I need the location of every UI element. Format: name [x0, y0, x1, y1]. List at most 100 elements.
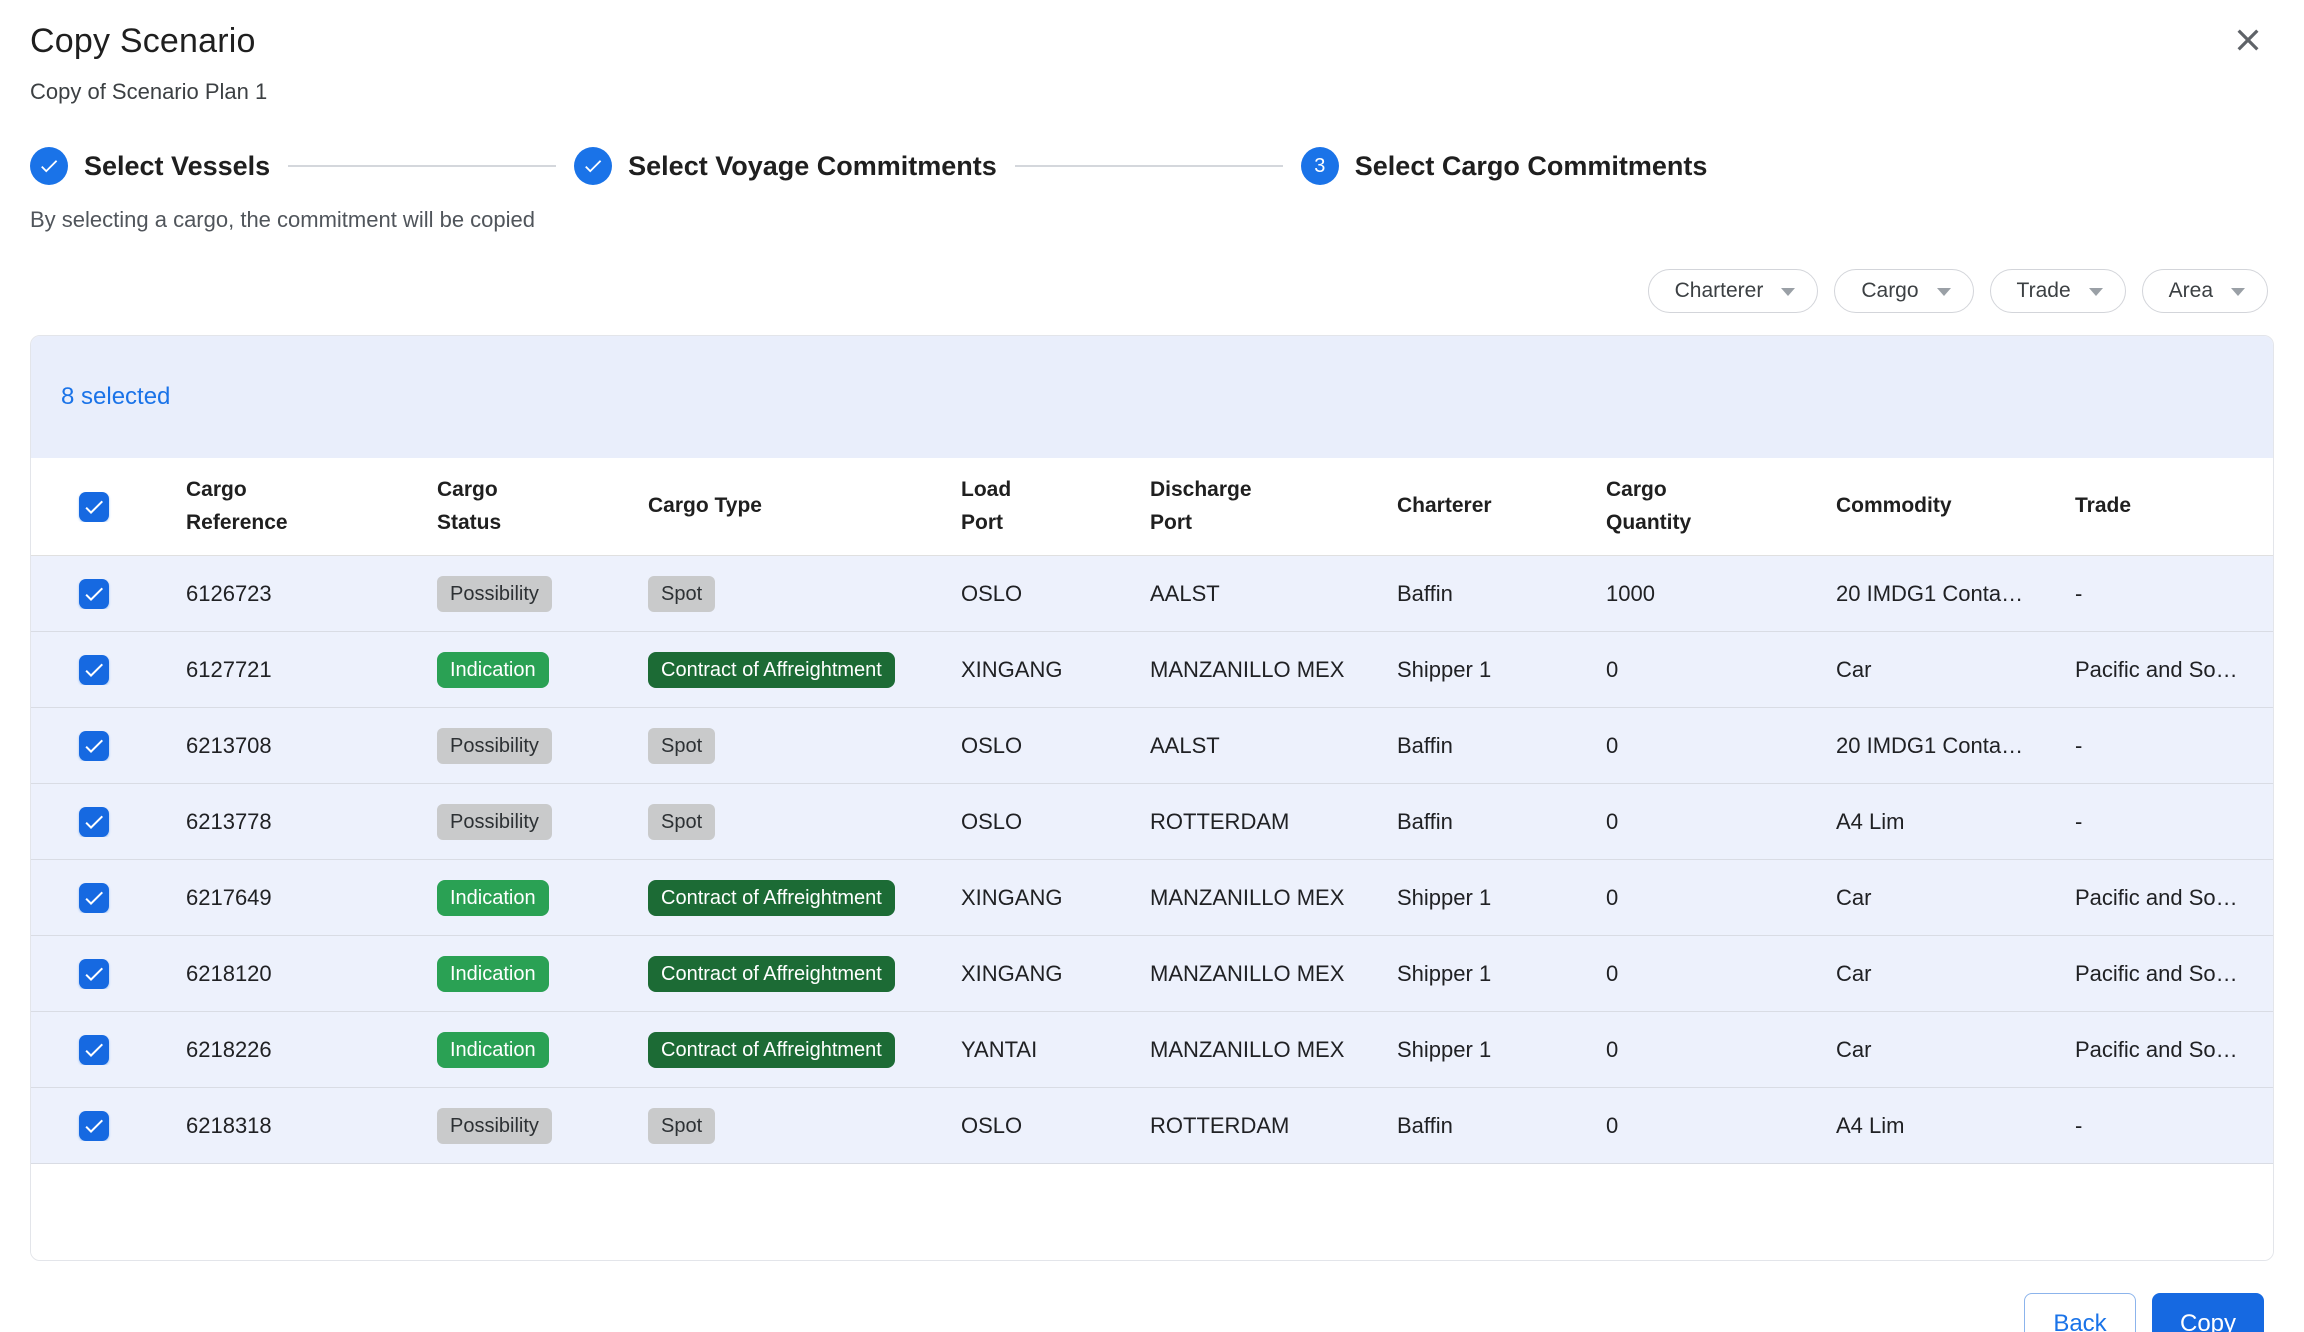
- row-checkbox[interactable]: [78, 958, 109, 989]
- cargo-type-badge: Contract of Affreightment: [648, 955, 895, 992]
- chevron-down-icon: [1781, 288, 1796, 296]
- discharge-port-cell: MANZANILLO MEX: [1150, 960, 1345, 986]
- commodity-cell: A4 Lim: [1836, 1112, 1905, 1138]
- row-checkbox[interactable]: [78, 1110, 109, 1141]
- cargo-reference-cell: 6126723: [186, 580, 272, 606]
- dialog-subtitle: Copy of Scenario Plan 1: [30, 79, 268, 104]
- commodity-cell: Car: [1836, 884, 1872, 910]
- step-select-vessels[interactable]: Select Vessels: [30, 147, 270, 185]
- trade-cell: -: [2075, 732, 2083, 758]
- commodity-cell: 20 IMDG1 Conta…: [1836, 732, 2024, 758]
- charterer-cell: Baffin: [1397, 1112, 1453, 1138]
- checkmark-icon: [84, 891, 103, 905]
- cargo-quantity-cell: 0: [1606, 884, 1619, 910]
- trade-cell: Pacific and So…: [2075, 656, 2238, 682]
- cargo-reference-cell: 6218226: [186, 1036, 272, 1062]
- row-checkbox[interactable]: [78, 882, 109, 913]
- checkmark-icon: [84, 739, 103, 753]
- cargo-type-badge: Contract of Affreightment: [648, 879, 895, 916]
- table-row[interactable]: 6126723 Possibility Spot OSLO AALST Baff…: [31, 556, 2273, 632]
- checkmark-icon: [84, 967, 103, 981]
- checkmark-icon: [84, 500, 103, 514]
- charterer-cell: Shipper 1: [1397, 884, 1492, 910]
- step-select-cargo-commitments[interactable]: 3 Select Cargo Commitments: [1300, 147, 1708, 185]
- table-row[interactable]: 6213778 Possibility Spot OSLO ROTTERDAM …: [31, 784, 2273, 860]
- back-button[interactable]: Back: [2024, 1293, 2136, 1332]
- close-icon: [2237, 29, 2259, 51]
- dialog-footer: Back Copy: [0, 1293, 2304, 1332]
- cargo-status-badge: Indication: [437, 879, 549, 916]
- checkmark-icon: [84, 815, 103, 829]
- filter-label: Charterer: [1674, 279, 1764, 302]
- cargo-status-badge: Possibility: [437, 727, 552, 764]
- cargo-status-badge: Indication: [437, 1031, 549, 1068]
- copy-button[interactable]: Copy: [2152, 1293, 2264, 1332]
- select-all-checkbox[interactable]: [78, 491, 109, 522]
- load-port-cell: XINGANG: [961, 656, 1063, 682]
- charterer-cell: Baffin: [1397, 732, 1453, 758]
- cargo-type-badge: Spot: [648, 803, 716, 840]
- selected-count: 8 selected: [61, 383, 171, 410]
- trade-cell: Pacific and So…: [2075, 960, 2238, 986]
- filter-cargo-dropdown[interactable]: Cargo: [1834, 269, 1974, 313]
- charterer-cell: Shipper 1: [1397, 960, 1492, 986]
- table-row[interactable]: 6213708 Possibility Spot OSLO AALST Baff…: [31, 708, 2273, 784]
- table-row[interactable]: 6217649 Indication Contract of Affreight…: [31, 860, 2273, 936]
- trade-cell: -: [2075, 1112, 2083, 1138]
- commodity-cell: 20 IMDG1 Conta…: [1836, 580, 2024, 606]
- cargo-quantity-cell: 0: [1606, 808, 1619, 834]
- table-row[interactable]: 6218120 Indication Contract of Affreight…: [31, 936, 2273, 1012]
- chevron-down-icon: [1936, 288, 1951, 296]
- cargo-type-badge: Spot: [648, 727, 716, 764]
- discharge-port-cell: MANZANILLO MEX: [1150, 656, 1345, 682]
- step-complete-check-icon: [574, 147, 613, 185]
- table-row[interactable]: 6218318 Possibility Spot OSLO ROTTERDAM …: [31, 1088, 2273, 1164]
- commodity-cell: Car: [1836, 656, 1872, 682]
- cargo-quantity-cell: 0: [1606, 656, 1619, 682]
- filter-row: Charterer Cargo Trade Area: [0, 269, 2304, 313]
- filter-area-dropdown[interactable]: Area: [2141, 269, 2268, 313]
- row-checkbox[interactable]: [78, 578, 109, 609]
- cargo-reference-cell: 6127721: [186, 656, 272, 682]
- row-checkbox[interactable]: [78, 1034, 109, 1065]
- row-checkbox[interactable]: [78, 806, 109, 837]
- table-header-row: Cargo Reference Cargo Status Cargo Type …: [31, 458, 2273, 556]
- discharge-port-cell: AALST: [1150, 732, 1220, 758]
- cargo-type-badge: Spot: [648, 575, 716, 612]
- load-port-cell: OSLO: [961, 808, 1023, 834]
- filter-charterer-dropdown[interactable]: Charterer: [1647, 269, 1819, 313]
- step-select-voyage-commitments[interactable]: Select Voyage Commitments: [574, 147, 997, 185]
- filter-trade-dropdown[interactable]: Trade: [1989, 269, 2126, 313]
- discharge-port-cell: MANZANILLO MEX: [1150, 884, 1345, 910]
- column-header-cargo-reference: Cargo Reference: [186, 477, 288, 534]
- column-header-cargo-status: Cargo Status: [437, 477, 502, 534]
- column-header-charterer: Charterer: [1397, 494, 1492, 518]
- discharge-port-cell: MANZANILLO MEX: [1150, 1036, 1345, 1062]
- charterer-cell: Baffin: [1397, 580, 1453, 606]
- table-body: 6126723 Possibility Spot OSLO AALST Baff…: [31, 556, 2273, 1164]
- column-header-load-port: Load Port: [961, 477, 1012, 534]
- filter-label: Area: [2168, 279, 2213, 302]
- page-title: Copy Scenario: [30, 22, 256, 60]
- row-checkbox[interactable]: [78, 730, 109, 761]
- checkmark-icon: [84, 1119, 103, 1133]
- column-header-discharge-port: Discharge Port: [1150, 477, 1252, 534]
- table-row[interactable]: 6218226 Indication Contract of Affreight…: [31, 1012, 2273, 1088]
- checkmark-icon: [84, 663, 103, 677]
- step-label: Select Cargo Commitments: [1354, 150, 1708, 181]
- checkmark-icon: [84, 587, 103, 601]
- selection-bar: 8 selected: [31, 336, 2273, 458]
- cargo-status-badge: Possibility: [437, 575, 552, 612]
- table-empty-area: [31, 1164, 2273, 1260]
- discharge-port-cell: ROTTERDAM: [1150, 808, 1290, 834]
- row-checkbox[interactable]: [78, 654, 109, 685]
- filter-label: Trade: [2016, 279, 2071, 302]
- trade-cell: -: [2075, 808, 2083, 834]
- column-header-commodity: Commodity: [1836, 494, 1952, 518]
- cargo-type-badge: Spot: [648, 1107, 716, 1144]
- step-number-badge: 3: [1300, 147, 1339, 185]
- table-row[interactable]: 6127721 Indication Contract of Affreight…: [31, 632, 2273, 708]
- dialog-header: Copy Scenario Copy of Scenario Plan 1: [0, 0, 2304, 105]
- close-button[interactable]: [2226, 18, 2270, 62]
- stepper-helper-text: By selecting a cargo, the commitment wil…: [30, 207, 536, 232]
